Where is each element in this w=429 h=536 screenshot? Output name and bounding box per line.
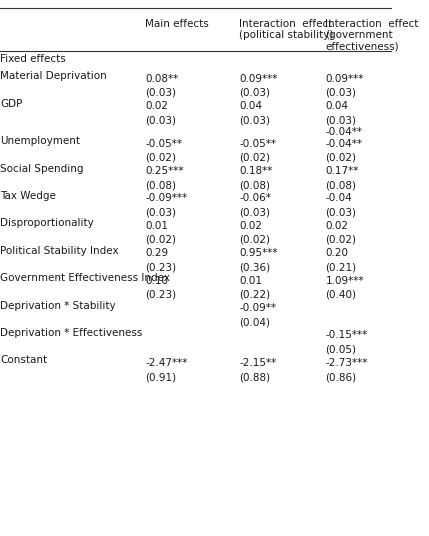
Text: -2.47***: -2.47***: [145, 358, 187, 368]
Text: Deprivation * Effectiveness: Deprivation * Effectiveness: [0, 328, 142, 338]
Text: Government Effectiveness Index: Government Effectiveness Index: [0, 273, 170, 283]
Text: 0.10: 0.10: [145, 276, 168, 286]
Text: (0.05): (0.05): [326, 345, 356, 355]
Text: 0.01: 0.01: [239, 276, 262, 286]
Text: 0.08**: 0.08**: [145, 74, 178, 84]
Text: -0.06*: -0.06*: [239, 193, 271, 204]
Text: (0.91): (0.91): [145, 372, 176, 382]
Text: -2.15**: -2.15**: [239, 358, 276, 368]
Text: 0.02: 0.02: [239, 221, 262, 231]
Text: Disproportionality: Disproportionality: [0, 218, 94, 228]
Text: (0.08): (0.08): [145, 180, 176, 190]
Text: 0.09***: 0.09***: [239, 74, 278, 84]
Text: Constant: Constant: [0, 355, 47, 366]
Text: 0.29: 0.29: [145, 248, 168, 258]
Text: 1.09***: 1.09***: [326, 276, 364, 286]
Text: 0.17**: 0.17**: [326, 166, 359, 176]
Text: GDP: GDP: [0, 99, 22, 109]
Text: -0.05**: -0.05**: [145, 139, 182, 148]
Text: (0.03): (0.03): [326, 207, 356, 218]
Text: Political Stability Index: Political Stability Index: [0, 246, 119, 256]
Text: (0.03): (0.03): [145, 115, 176, 125]
Text: Social Spending: Social Spending: [0, 163, 84, 174]
Text: (0.02): (0.02): [145, 235, 176, 245]
Text: (0.36): (0.36): [239, 263, 270, 272]
Text: (0.21): (0.21): [326, 263, 356, 272]
Text: Main effects: Main effects: [145, 19, 209, 29]
Text: (0.03): (0.03): [145, 207, 176, 218]
Text: Fixed effects: Fixed effects: [0, 54, 66, 64]
Text: (0.03): (0.03): [239, 115, 270, 125]
Text: (0.23): (0.23): [145, 263, 176, 272]
Text: Tax Wedge: Tax Wedge: [0, 191, 56, 201]
Text: Material Deprivation: Material Deprivation: [0, 71, 107, 81]
Text: (0.03): (0.03): [326, 115, 356, 125]
Text: 0.02: 0.02: [326, 221, 348, 231]
Text: (0.03): (0.03): [239, 207, 270, 218]
Text: (0.04): (0.04): [239, 317, 270, 327]
Text: (0.02): (0.02): [145, 153, 176, 163]
Text: (0.03): (0.03): [145, 88, 176, 98]
Text: 0.04: 0.04: [326, 101, 348, 111]
Text: (0.02): (0.02): [239, 235, 270, 245]
Text: 0.09***: 0.09***: [326, 74, 364, 84]
Text: (0.02): (0.02): [239, 153, 270, 163]
Text: 0.02: 0.02: [145, 101, 168, 111]
Text: -0.04**: -0.04**: [326, 127, 363, 137]
Text: (0.03): (0.03): [239, 88, 270, 98]
Text: -0.04**: -0.04**: [326, 139, 363, 148]
Text: -0.09***: -0.09***: [145, 193, 187, 204]
Text: 0.20: 0.20: [326, 248, 348, 258]
Text: (0.02): (0.02): [326, 153, 356, 163]
Text: -0.09**: -0.09**: [239, 303, 276, 313]
Text: 0.25***: 0.25***: [145, 166, 184, 176]
Text: -0.15***: -0.15***: [326, 331, 368, 340]
Text: 0.04: 0.04: [239, 101, 262, 111]
Text: (0.23): (0.23): [145, 290, 176, 300]
Text: -0.05**: -0.05**: [239, 139, 276, 148]
Text: (0.08): (0.08): [239, 180, 270, 190]
Text: 0.18**: 0.18**: [239, 166, 272, 176]
Text: -2.73***: -2.73***: [326, 358, 368, 368]
Text: Interaction  effect
(political stability): Interaction effect (political stability): [239, 19, 334, 40]
Text: Unemployment: Unemployment: [0, 136, 80, 146]
Text: Deprivation * Stability: Deprivation * Stability: [0, 301, 116, 310]
Text: (0.08): (0.08): [326, 180, 356, 190]
Text: (0.02): (0.02): [326, 235, 356, 245]
Text: Interaction  effect
(government
effectiveness): Interaction effect (government effective…: [326, 19, 419, 52]
Text: (0.86): (0.86): [326, 372, 356, 382]
Text: (0.03): (0.03): [326, 88, 356, 98]
Text: 0.95***: 0.95***: [239, 248, 278, 258]
Text: (0.40): (0.40): [326, 290, 356, 300]
Text: 0.01: 0.01: [145, 221, 168, 231]
Text: -0.04: -0.04: [326, 193, 352, 204]
Text: (0.88): (0.88): [239, 372, 270, 382]
Text: (0.22): (0.22): [239, 290, 270, 300]
